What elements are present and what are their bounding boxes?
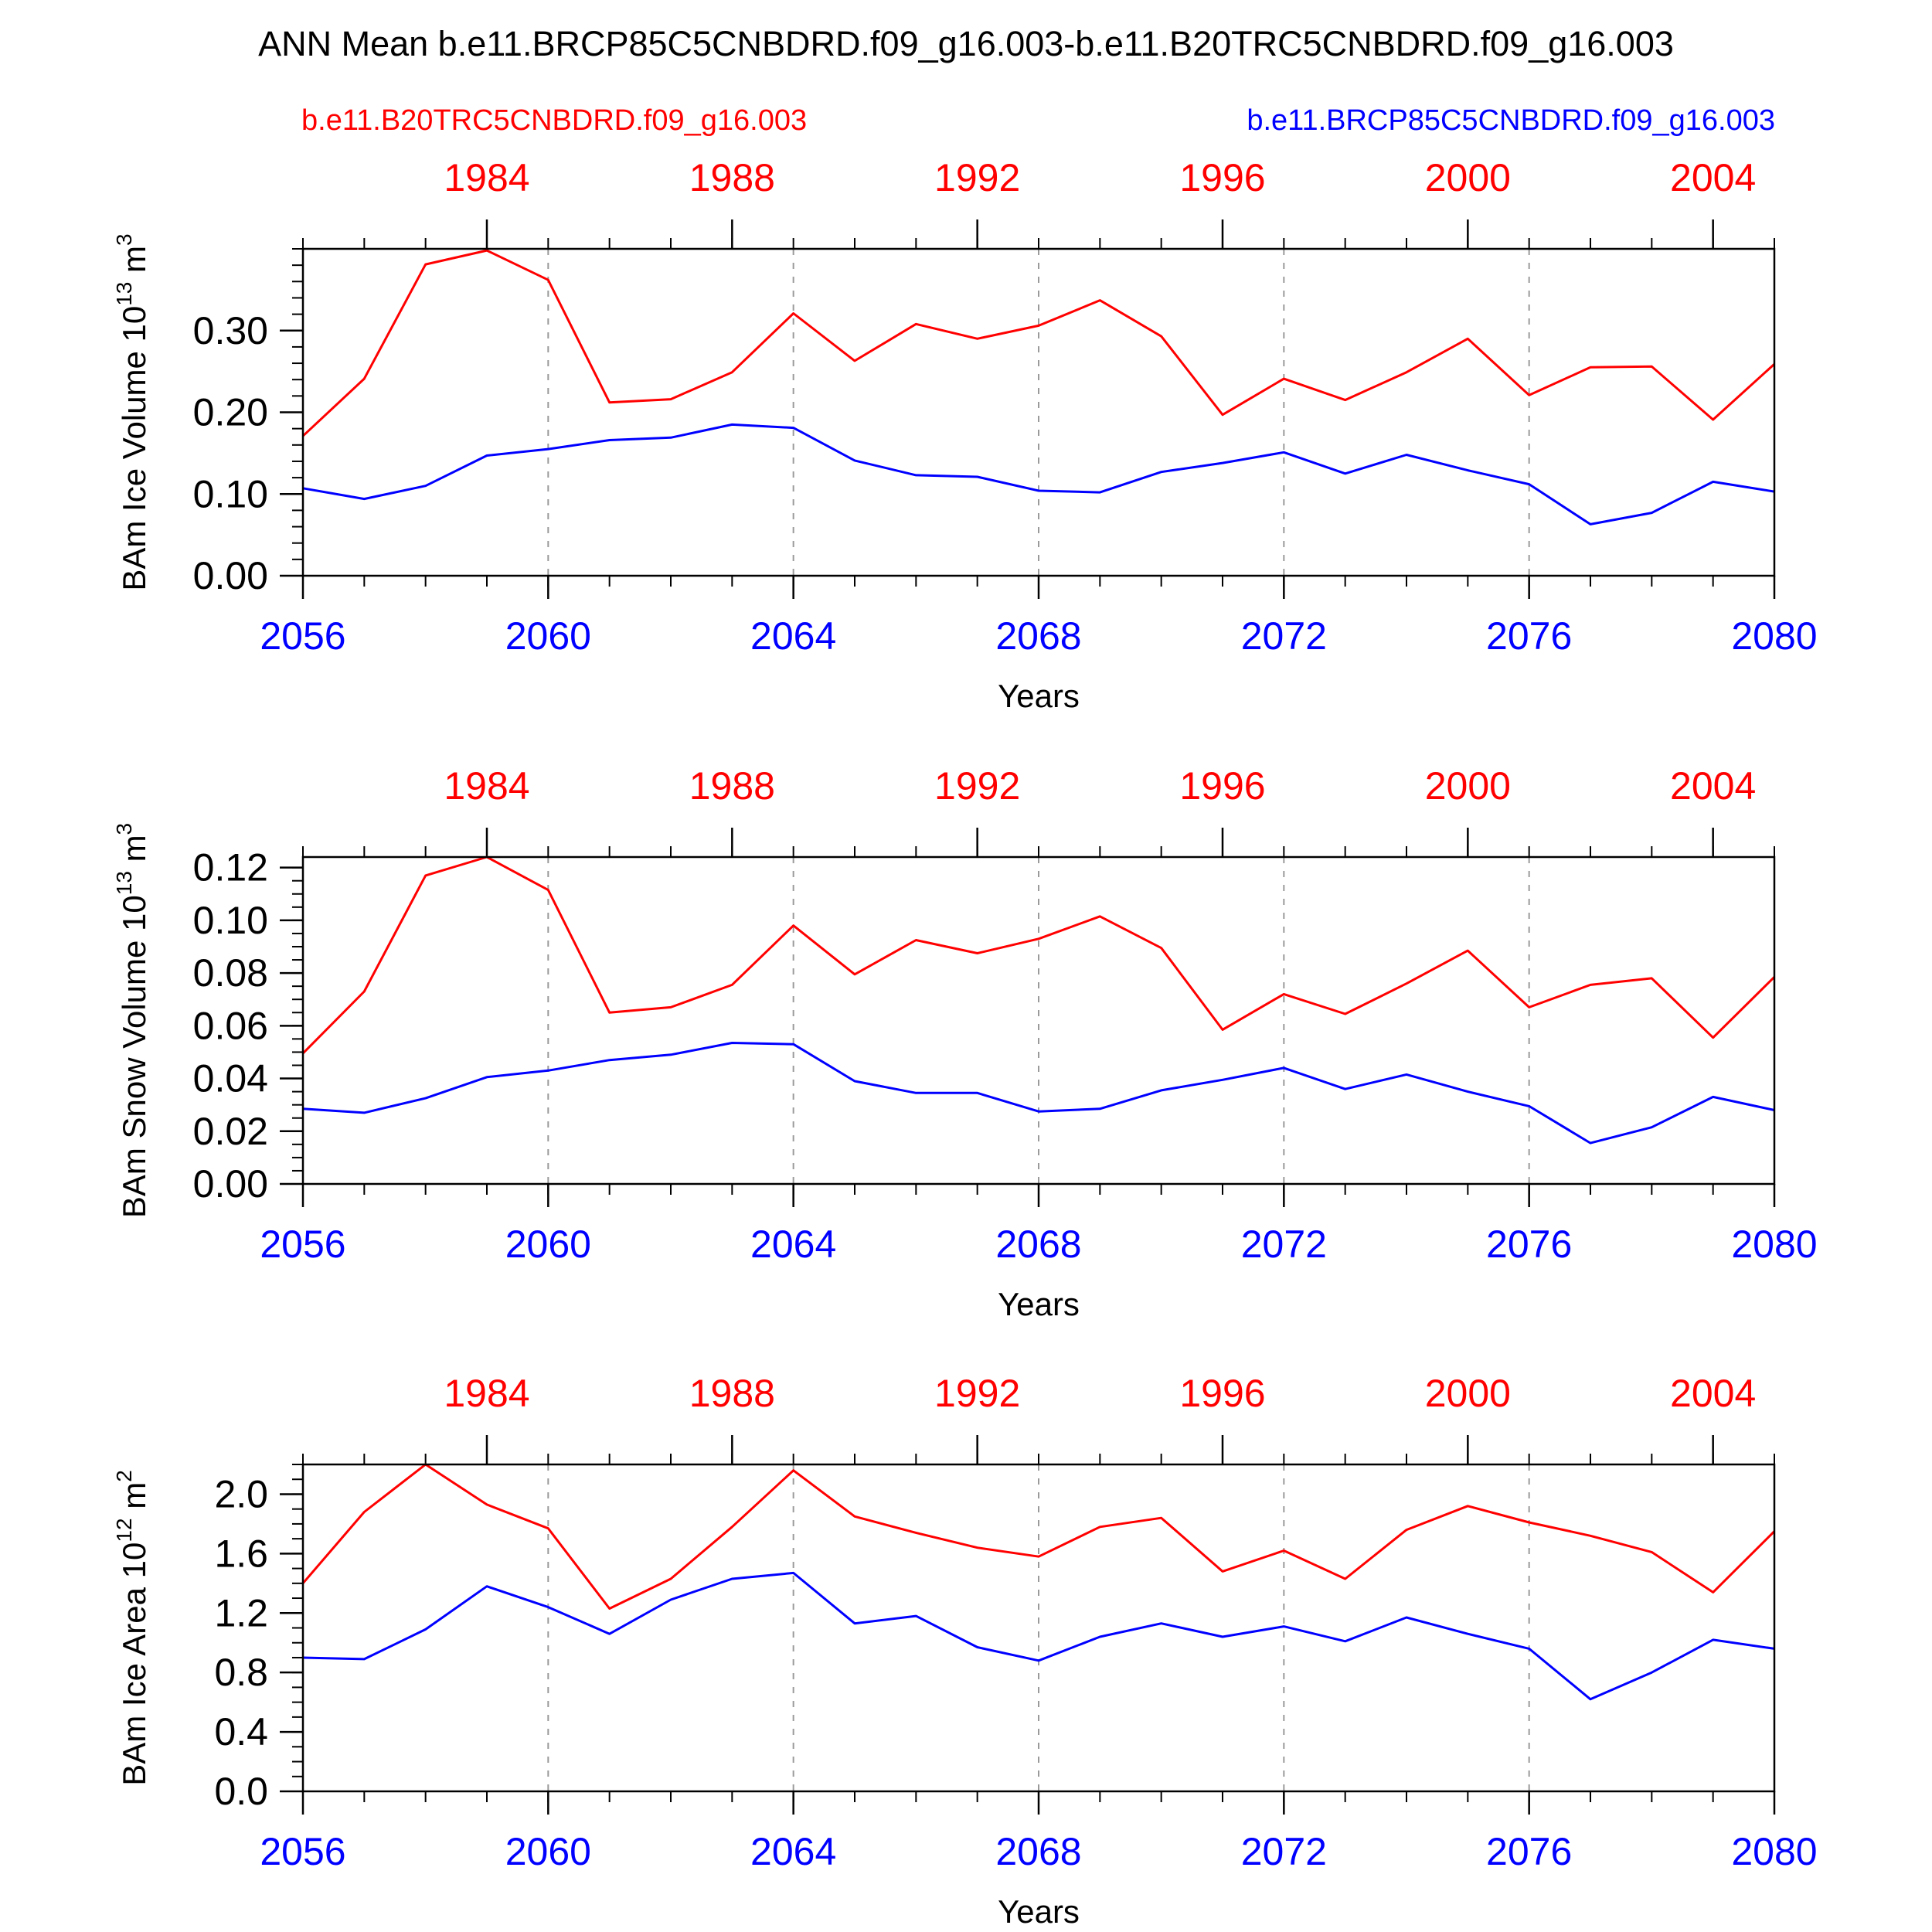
- y-tick-label: 0.20: [193, 391, 268, 434]
- plot-frame: [301, 855, 1776, 1185]
- x-tick-label: 2064: [750, 1223, 836, 1266]
- series-line-red: [301, 855, 1776, 1055]
- y-axis-label-ylabel-exp: 13: [112, 282, 136, 306]
- y-axis-label-ylabel-unit: m: [116, 1482, 152, 1519]
- series-line-blue: [302, 1042, 1775, 1145]
- x-tick-label: 2056: [260, 1223, 345, 1266]
- top-x-tick-label: 1992: [934, 156, 1020, 199]
- y-tick-label: 0.30: [193, 309, 268, 352]
- x-tick-label: 2076: [1486, 1830, 1572, 1873]
- y-axis-label: BAm Snow Volume 1013 m3: [112, 823, 152, 1218]
- top-x-tick-label: 1996: [1179, 764, 1265, 808]
- top-x-tick-label: 2004: [1670, 764, 1756, 808]
- x-tick-label: 2076: [1486, 614, 1572, 658]
- x-tick-label: 2072: [1241, 614, 1327, 658]
- y-axis-label-ylabel-unit-exp: 3: [112, 823, 136, 835]
- top-x-tick-label: 1984: [444, 156, 529, 199]
- y-tick-label: 0.04: [193, 1057, 268, 1100]
- top-x-tick-label: 1996: [1179, 1372, 1265, 1415]
- x-tick-label: 2068: [995, 1223, 1081, 1266]
- y-axis-label-ylabel: BAm Ice Volume 10: [116, 306, 152, 591]
- y-tick-label: 0.00: [193, 1162, 268, 1206]
- panel-1: 2056 2060 2064 2068 2072 2076 2080 1984 1988 1992…: [112, 156, 1818, 714]
- x-tick-label: 2064: [750, 1830, 836, 1873]
- series-line-red: [301, 1463, 1776, 1610]
- plot-frame: [301, 247, 1776, 577]
- x-tick-label: 2080: [1731, 614, 1817, 658]
- y-axis-label-ylabel-unit-exp: 2: [112, 1470, 136, 1482]
- top-x-tick-label: 1988: [689, 156, 775, 199]
- y-axis-label-ylabel-exp: 13: [112, 871, 136, 895]
- y-tick-label: 0.4: [214, 1710, 268, 1753]
- x-tick-label: 2056: [260, 1830, 345, 1873]
- x-tick-label: 2072: [1241, 1223, 1327, 1266]
- x-tick-label: 2060: [505, 1830, 591, 1873]
- y-tick-label: 0.10: [193, 472, 268, 515]
- top-x-tick-label: 1988: [689, 1372, 775, 1415]
- top-x-tick-label: 2000: [1425, 764, 1511, 808]
- y-tick-label: 0.06: [193, 1004, 268, 1047]
- y-axis-label-ylabel-unit: m: [116, 835, 152, 871]
- y-tick-label: 2.0: [214, 1472, 268, 1515]
- y-tick-label: 1.2: [214, 1591, 268, 1634]
- x-tick-label: 2076: [1486, 1223, 1572, 1266]
- y-axis-label: BAm Ice Area 1012 m2: [112, 1470, 152, 1786]
- y-tick-label: 0.8: [214, 1651, 268, 1694]
- y-tick-label: 0.10: [193, 899, 268, 942]
- y-tick-label: 0.08: [193, 951, 268, 995]
- x-tick-label: 2060: [505, 1223, 591, 1266]
- y-axis-label-ylabel-unit: m: [116, 246, 152, 282]
- top-x-tick-label: 1988: [689, 764, 775, 808]
- y-tick-label: 0.0: [214, 1770, 268, 1813]
- y-tick-label: 0.00: [193, 554, 268, 597]
- series-line-blue: [302, 423, 1775, 526]
- top-x-tick-label: 1996: [1179, 156, 1265, 199]
- x-axis-label: Years: [998, 678, 1080, 714]
- top-x-tick-label: 2000: [1425, 1372, 1511, 1415]
- x-tick-label: 2068: [995, 614, 1081, 658]
- figure-title: ANN Mean b.e11.BRCP85C5CNBDRD.f09_g16.00…: [258, 24, 1674, 63]
- top-x-tick-label: 1992: [934, 764, 1020, 808]
- y-axis-label-ylabel-unit-exp: 3: [112, 233, 136, 246]
- legend-red-label: b.e11.B20TRC5CNBDRD.f09_g16.003: [301, 104, 807, 137]
- series-line-blue: [302, 1571, 1775, 1701]
- y-tick-label: 0.02: [193, 1110, 268, 1153]
- top-x-tick-label: 2000: [1425, 156, 1511, 199]
- series-line-red: [301, 249, 1776, 437]
- x-axis-label: Years: [998, 1286, 1080, 1322]
- top-x-tick-label: 2004: [1670, 156, 1756, 199]
- top-x-tick-label: 2004: [1670, 1372, 1756, 1415]
- panel-3: 2056 2060 2064 2068 2072 2076 2080 1984 1988 1992…: [112, 1372, 1818, 1930]
- y-axis-label: BAm Ice Volume 1013 m3: [112, 233, 152, 590]
- x-tick-label: 2080: [1731, 1223, 1817, 1266]
- panels: 2056 2060 2064 2068 2072 2076 2080 1984 1988 1992…: [112, 156, 1818, 1930]
- top-x-tick-label: 1984: [444, 764, 529, 808]
- legend-blue-label: b.e11.BRCP85C5CNBDRD.f09_g16.003: [1247, 104, 1775, 137]
- x-tick-label: 2064: [750, 614, 836, 658]
- y-axis-label-ylabel: BAm Snow Volume 10: [116, 895, 152, 1218]
- x-tick-label: 2060: [505, 614, 591, 658]
- x-tick-label: 2072: [1241, 1830, 1327, 1873]
- x-tick-label: 2068: [995, 1830, 1081, 1873]
- y-tick-label: 0.12: [193, 846, 268, 889]
- y-axis-label-ylabel: BAm Ice Area 10: [116, 1543, 152, 1786]
- y-axis-label-ylabel-exp: 12: [112, 1518, 136, 1542]
- plot-frame: [301, 1463, 1776, 1793]
- x-axis-label: Years: [998, 1893, 1080, 1930]
- x-tick-label: 2080: [1731, 1830, 1817, 1873]
- y-tick-label: 1.6: [214, 1532, 268, 1575]
- panel-2: 2056 2060 2064 2068 2072 2076 2080 1984 1988 1992…: [112, 764, 1818, 1322]
- top-x-tick-label: 1984: [444, 1372, 529, 1415]
- x-tick-label: 2056: [260, 614, 345, 658]
- top-x-tick-label: 1992: [934, 1372, 1020, 1415]
